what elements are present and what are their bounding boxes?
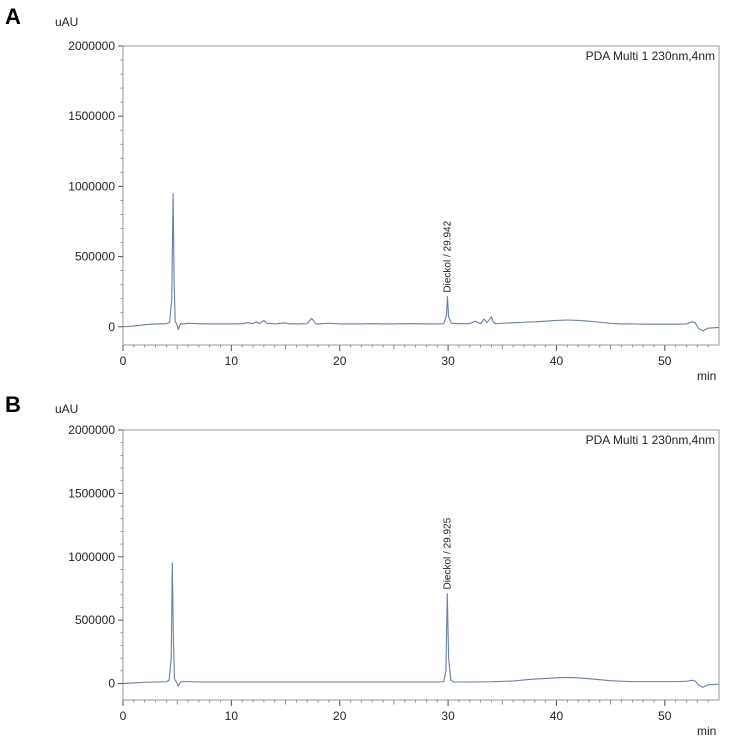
x-tick-label: 0 xyxy=(120,709,127,723)
x-tick-label: 50 xyxy=(658,354,672,368)
chromatogram-trace xyxy=(122,192,720,332)
x-tick-label: 20 xyxy=(333,709,347,723)
plot-frame xyxy=(122,45,720,346)
x-tick-label: 30 xyxy=(441,354,455,368)
y-tick-label: 0 xyxy=(108,320,115,334)
y-tick-label: 1000000 xyxy=(68,550,115,564)
x-tick-label: 0 xyxy=(120,354,127,368)
x-tick-label: 50 xyxy=(658,709,672,723)
x-tick-label: 10 xyxy=(225,709,239,723)
chromatogram-trace xyxy=(122,562,720,688)
y-tick-label: 500000 xyxy=(75,613,115,627)
y-tick-label: 1500000 xyxy=(68,486,115,500)
y-axis-label: uAU xyxy=(55,15,78,29)
y-tick-label: 1500000 xyxy=(68,109,115,123)
y-tick-label: 2000000 xyxy=(68,423,115,437)
x-tick-label: 20 xyxy=(333,354,347,368)
detector-legend: PDA Multi 1 230nm,4nm xyxy=(586,433,715,447)
y-axis-label: uAU xyxy=(55,402,78,416)
panel-label: A xyxy=(5,4,21,29)
x-tick-label: 40 xyxy=(550,354,564,368)
x-tick-label: 10 xyxy=(225,354,239,368)
x-axis-label: min xyxy=(697,369,716,383)
y-tick-label: 1000000 xyxy=(68,179,115,193)
x-tick-label: 40 xyxy=(550,709,564,723)
x-tick-label: 30 xyxy=(441,709,455,723)
peak-label: Dieckol / 29.942 xyxy=(442,220,453,292)
y-tick-label: 2000000 xyxy=(68,39,115,53)
detector-legend: PDA Multi 1 230nm,4nm xyxy=(586,49,715,63)
plot-frame xyxy=(122,429,720,701)
peak-label: Dieckol / 29.925 xyxy=(442,517,453,589)
y-tick-label: 0 xyxy=(108,677,115,691)
y-tick-label: 500000 xyxy=(75,250,115,264)
panel-label: B xyxy=(5,392,21,417)
x-axis-label: min xyxy=(697,724,716,736)
